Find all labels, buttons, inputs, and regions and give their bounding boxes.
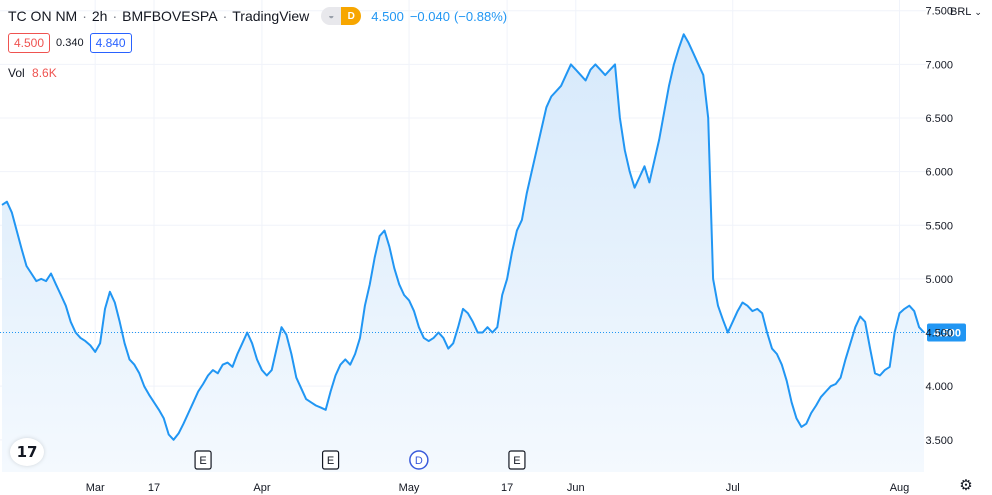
dividend-event-marker	[409, 450, 429, 470]
ask-price[interactable]: 4.840	[89, 33, 132, 53]
price-area-fill	[2, 34, 924, 473]
x-tick-label: Mar	[86, 482, 105, 494]
price-change-percent: (−0.88%)	[453, 8, 508, 24]
x-tick-label: May	[399, 482, 420, 494]
x-tick-label: 17	[148, 482, 160, 494]
delayed-data-badge[interactable]: D	[341, 7, 362, 25]
separator: ·	[112, 8, 118, 24]
logo-text: 17	[16, 443, 38, 461]
y-tick-label: 4.000	[925, 381, 953, 393]
earnings-event-marker	[508, 450, 526, 470]
gear-icon[interactable]: ⚙	[959, 477, 973, 494]
volume-value: 8.6K	[32, 66, 57, 80]
separator: ·	[82, 8, 87, 24]
chart-legend-header: TC ON NM · 2h · BMFBOVESPA · TradingView…	[8, 6, 507, 26]
y-tick-label: 5.000	[925, 274, 953, 286]
currency-selector[interactable]: BRL ⌄	[950, 6, 982, 18]
tradingview-logo[interactable]: 17	[10, 438, 44, 466]
earnings-event-label: E	[513, 455, 520, 467]
provider-label: TradingView	[232, 8, 310, 24]
x-tick-label: Jun	[567, 482, 585, 494]
y-tick-label: 5.500	[925, 220, 953, 232]
exchange-label: BMFBOVESPA	[122, 8, 218, 24]
chevron-down-icon: ⌄	[974, 6, 982, 17]
earnings-event-marker	[321, 450, 340, 470]
y-tick-label: 4.500	[925, 328, 953, 340]
symbol-name[interactable]: TC ON NM	[8, 8, 78, 24]
bid-ask-row: 4.500 0.340 4.840	[8, 33, 132, 53]
y-tick-label: 7.500	[925, 6, 953, 18]
last-price-label-bg	[927, 323, 966, 342]
currency-label: BRL	[950, 6, 972, 18]
separator: ·	[222, 8, 228, 24]
volume-legend: Vol 8.6K	[8, 66, 57, 80]
dividend-event-label: D	[415, 455, 423, 467]
y-tick-label: 3.500	[925, 435, 953, 447]
x-tick-label: Aug	[890, 482, 910, 494]
y-tick-label: 6.000	[925, 167, 953, 179]
interval-label[interactable]: 2h	[91, 8, 108, 24]
earnings-event-marker	[194, 450, 212, 470]
price-line	[1, 33, 925, 441]
x-tick-label: Apr	[253, 482, 270, 494]
spread-value: 0.340	[56, 37, 84, 49]
last-price: 4.500	[371, 8, 404, 24]
earnings-event-label: E	[199, 455, 206, 467]
y-tick-label: 6.500	[925, 113, 953, 125]
x-tick-label: Jul	[726, 482, 740, 494]
earnings-event-label: E	[327, 455, 334, 467]
last-price-label: 4.500	[933, 328, 961, 340]
bid-price[interactable]: 4.500	[8, 33, 51, 53]
market-status-badges[interactable]: ◒ D	[321, 7, 362, 25]
volume-label: Vol	[8, 66, 25, 80]
price-change: −0.040	[409, 8, 450, 24]
x-tick-label: 17	[501, 482, 513, 494]
y-tick-label: 7.000	[925, 59, 953, 71]
market-closed-icon[interactable]: ◒	[321, 7, 342, 25]
